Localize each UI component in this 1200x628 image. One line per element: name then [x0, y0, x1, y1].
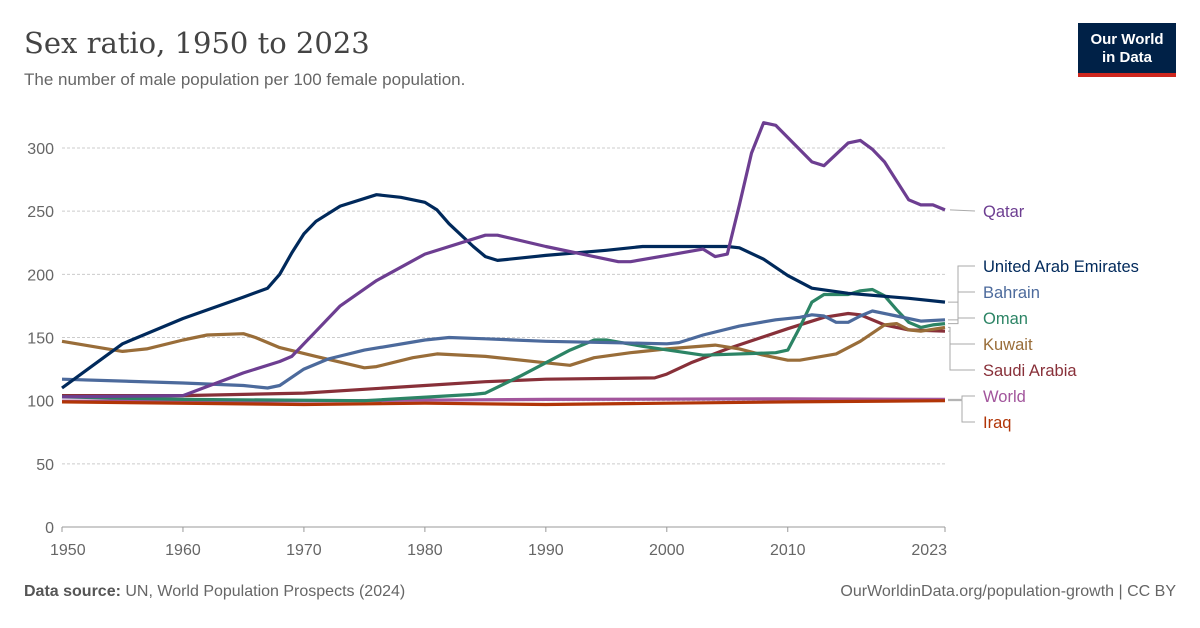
y-tick-label: 100: [27, 394, 54, 411]
chart-title: Sex ratio, 1950 to 2023: [24, 26, 370, 60]
legend-label: Bahrain: [983, 284, 1040, 302]
y-tick-label: 300: [27, 141, 54, 158]
source-text: UN, World Population Prospects (2024): [125, 583, 406, 600]
legend-connector: [948, 330, 975, 371]
source-label: Data source:: [24, 583, 121, 600]
legend-label: United Arab Emirates: [983, 258, 1139, 276]
x-tick-label: 2010: [770, 542, 806, 559]
x-tick-label: 2000: [649, 542, 685, 559]
x-tick-label: 1990: [528, 542, 564, 559]
series-line-qatar: [61, 121, 946, 399]
x-tick-label: 1950: [50, 542, 86, 559]
legend-connector: [949, 209, 976, 212]
legend-connector: [948, 265, 975, 303]
legend-label: Iraq: [983, 414, 1011, 432]
series-line-kuwait: [61, 322, 946, 370]
y-tick-label: 50: [36, 457, 54, 474]
series-line-iraq: [61, 399, 946, 407]
legend-label: Kuwait: [983, 336, 1033, 354]
credit-link[interactable]: OurWorldinData.org/population-growth | C…: [840, 583, 1176, 600]
series-line-saudi-arabia: [62, 311, 946, 398]
x-tick-label: 2023: [911, 542, 947, 559]
owid-logo[interactable]: Our World in Data: [1078, 23, 1176, 77]
x-tick-label: 1980: [407, 542, 443, 559]
series-line-bahrain: [61, 309, 946, 390]
legend-label: Saudi Arabia: [983, 362, 1077, 380]
legend-label: World: [983, 388, 1026, 406]
y-tick-label: 200: [27, 267, 54, 284]
legend-connector: [948, 326, 975, 345]
legend-connector: [948, 395, 975, 400]
legend-label: Oman: [983, 310, 1028, 328]
data-source: Data source: UN, World Population Prospe…: [24, 583, 405, 601]
legend-connector: [948, 400, 975, 423]
x-tick-label: 1960: [165, 542, 201, 559]
series-line-oman: [61, 287, 946, 403]
legend-connector: [948, 317, 975, 325]
series-line-united-arab-emirates: [61, 193, 946, 390]
logo-line1: Our World: [1090, 31, 1164, 48]
y-tick-label: 150: [27, 331, 54, 348]
logo-line2: in Data: [1101, 49, 1152, 66]
legend-label: Qatar: [983, 203, 1025, 221]
y-tick-label: 0: [45, 520, 54, 537]
legend-connector: [948, 291, 975, 321]
x-tick-label: 1970: [286, 542, 322, 559]
y-tick-label: 250: [27, 204, 54, 221]
chart-subtitle: The number of male population per 100 fe…: [24, 70, 466, 89]
